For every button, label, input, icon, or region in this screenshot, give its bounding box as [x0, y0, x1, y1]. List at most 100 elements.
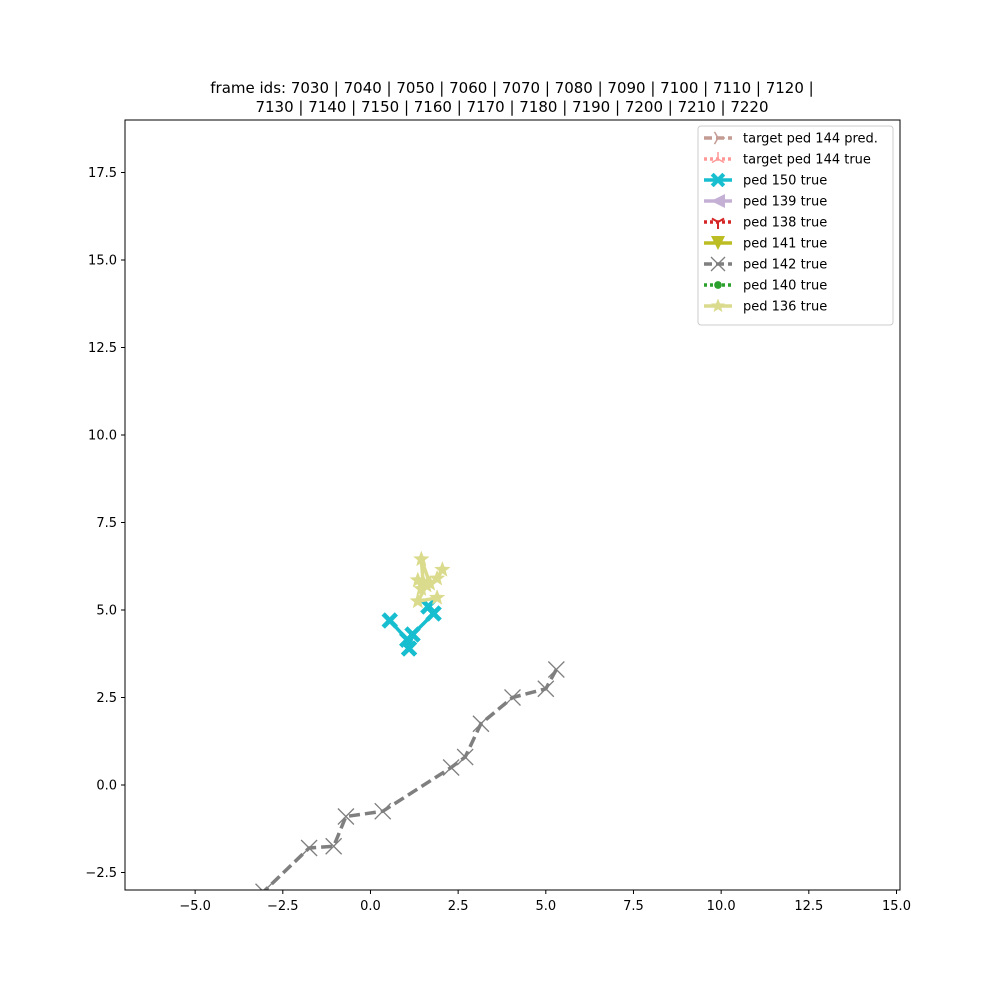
point-ped-142-true-8-shape [325, 837, 343, 855]
point-ped-142-true-9-shape [300, 839, 318, 857]
legend-marker-target-ped-144-pred- [713, 131, 725, 145]
point-ped-142-true-5 [442, 759, 460, 776]
point-ped-142-true-10-shape [255, 883, 272, 890]
legend-item-ped-141-true: ped 141 true [704, 236, 827, 252]
legend-marker-ped-138-true-shape [711, 217, 725, 229]
point-ped-142-true-0 [547, 661, 565, 678]
point-ped-136-true-9 [434, 561, 451, 577]
legend-item-ped-136-true: ped 136 true [704, 298, 827, 315]
y-tick-label-6: 12.5 [88, 341, 117, 356]
series-line-ped-142-true [262, 668, 558, 890]
legend-marker-ped-139-true-shape [711, 194, 725, 208]
legend-label-ped-136-true: ped 136 true [743, 300, 827, 315]
point-ped-142-true-1 [537, 680, 555, 698]
legend-marker-ped-136-true [710, 298, 726, 313]
legend-marker-ped-136-true-shape [710, 298, 726, 313]
point-ped-150-true-1-shape [425, 605, 442, 622]
point-ped-136-true-9-shape [434, 561, 451, 577]
y-tick-label-5: 10.0 [88, 429, 117, 444]
legend-item-ped-140-true: ped 140 true [704, 279, 827, 294]
legend-marker-target-ped-144-pred--shape [713, 131, 725, 145]
plot-frame [124, 119, 901, 891]
legend-label-target-ped-144-pred-: target ped 144 pred. [743, 132, 878, 147]
legend-marker-ped-140-true-shape [714, 281, 722, 289]
y-tick-label-2: 2.5 [96, 691, 117, 706]
point-ped-150-true-5 [381, 612, 399, 629]
legend-marker-ped-150-true-shape [710, 172, 726, 188]
point-ped-136-true-8 [428, 569, 446, 586]
point-ped-142-true-8 [325, 837, 343, 855]
x-tick-label-1: −2.5 [267, 899, 299, 914]
legend-box [697, 125, 894, 326]
legend-item-ped-138-true: ped 138 true [704, 216, 827, 231]
legend-marker-ped-150-true [710, 172, 726, 188]
y-tick-label-3: 5.0 [96, 604, 117, 619]
legend-marker-ped-142-true-shape [710, 256, 726, 272]
legend-marker-ped-139-true [711, 194, 725, 208]
point-ped-142-true-3 [472, 715, 490, 733]
legend-marker-ped-141-true [711, 236, 725, 250]
legend-label-target-ped-144-true: target ped 144 true [743, 153, 871, 168]
point-ped-150-true-4 [398, 631, 416, 649]
x-tick-label-5: 7.5 [623, 899, 644, 914]
x-tick-label-2: 0.0 [360, 899, 381, 914]
legend-label-ped-138-true: ped 138 true [743, 216, 827, 231]
point-ped-142-true-2-shape [504, 689, 521, 706]
point-ped-150-true-5-shape [381, 612, 399, 629]
legend-item-target-ped-144-pred-: target ped 144 pred. [704, 132, 878, 147]
legend-marker-ped-141-true-shape [711, 236, 725, 250]
x-tick-label-6: 10.0 [707, 899, 736, 914]
y-tick-label-4: 7.5 [96, 516, 117, 531]
legend-item-ped-139-true: ped 139 true [704, 194, 827, 210]
legend-item-ped-142-true: ped 142 true [704, 256, 827, 273]
point-ped-136-true-0-shape [428, 589, 446, 605]
series-ped-150-true [381, 598, 442, 657]
series-ped-142-true [255, 661, 565, 890]
series-layer [255, 550, 565, 890]
legend-marker-ped-138-true [711, 217, 725, 229]
chart-title-line-1: frame ids: 7030 | 7040 | 7050 | 7060 | 7… [210, 79, 813, 97]
point-ped-142-true-0-shape [547, 661, 565, 678]
point-ped-136-true-6 [413, 550, 430, 567]
axis-ticks: −5.0 −2.5 0.0 2.5 5.0 7.5 10.0 12.5 15.0 −2.5 0.0 2… [85, 166, 911, 914]
x-tick-label-8: 15.0 [882, 899, 911, 914]
legend-marker-ped-140-true [714, 281, 722, 289]
legend-label-ped-142-true: ped 142 true [743, 258, 827, 273]
legend-label-ped-140-true: ped 140 true [743, 279, 827, 294]
x-tick-label-3: 2.5 [448, 899, 469, 914]
point-ped-142-true-2 [504, 689, 521, 706]
point-ped-142-true-6-shape [374, 802, 392, 820]
y-tick-label-0: −2.5 [85, 866, 117, 881]
series-ped-136-true [409, 550, 451, 609]
point-ped-142-true-7 [337, 808, 355, 825]
point-ped-136-true-1-shape [409, 592, 427, 609]
point-ped-142-true-4-shape [456, 748, 474, 766]
point-ped-142-true-9 [300, 839, 318, 857]
point-ped-142-true-7-shape [337, 808, 355, 825]
legend-label-ped-150-true: ped 150 true [743, 174, 827, 189]
x-tick-label-0: −5.0 [179, 899, 211, 914]
legend-marker-target-ped-144-true-shape [711, 152, 725, 164]
point-ped-136-true-6-shape [413, 550, 430, 567]
point-ped-150-true-4-shape [398, 631, 416, 649]
legend-item-target-ped-144-true: target ped 144 true [704, 152, 871, 168]
legend-marker-ped-142-true [710, 256, 726, 272]
legend-marker-target-ped-144-true [711, 152, 725, 164]
point-ped-136-true-1 [409, 592, 427, 609]
point-ped-142-true-5-shape [442, 759, 460, 776]
x-tick-label-7: 12.5 [794, 899, 823, 914]
chart-title-line-2: 7130 | 7140 | 7150 | 7160 | 7170 | 7180 … [255, 98, 768, 116]
y-tick-label-8: 17.5 [88, 166, 117, 181]
legend-label-ped-139-true: ped 139 true [743, 195, 827, 210]
point-ped-142-true-6 [374, 802, 392, 820]
point-ped-136-true-8-shape [428, 569, 446, 586]
point-ped-142-true-1-shape [537, 680, 555, 698]
point-ped-150-true-1 [425, 605, 442, 622]
y-tick-label-7: 15.0 [88, 254, 117, 269]
point-ped-142-true-3-shape [472, 715, 490, 733]
legend-item-ped-150-true: ped 150 true [704, 172, 827, 189]
x-tick-label-4: 5.0 [535, 899, 556, 914]
legend-label-ped-141-true: ped 141 true [743, 237, 827, 252]
point-ped-142-true-10 [255, 883, 272, 890]
